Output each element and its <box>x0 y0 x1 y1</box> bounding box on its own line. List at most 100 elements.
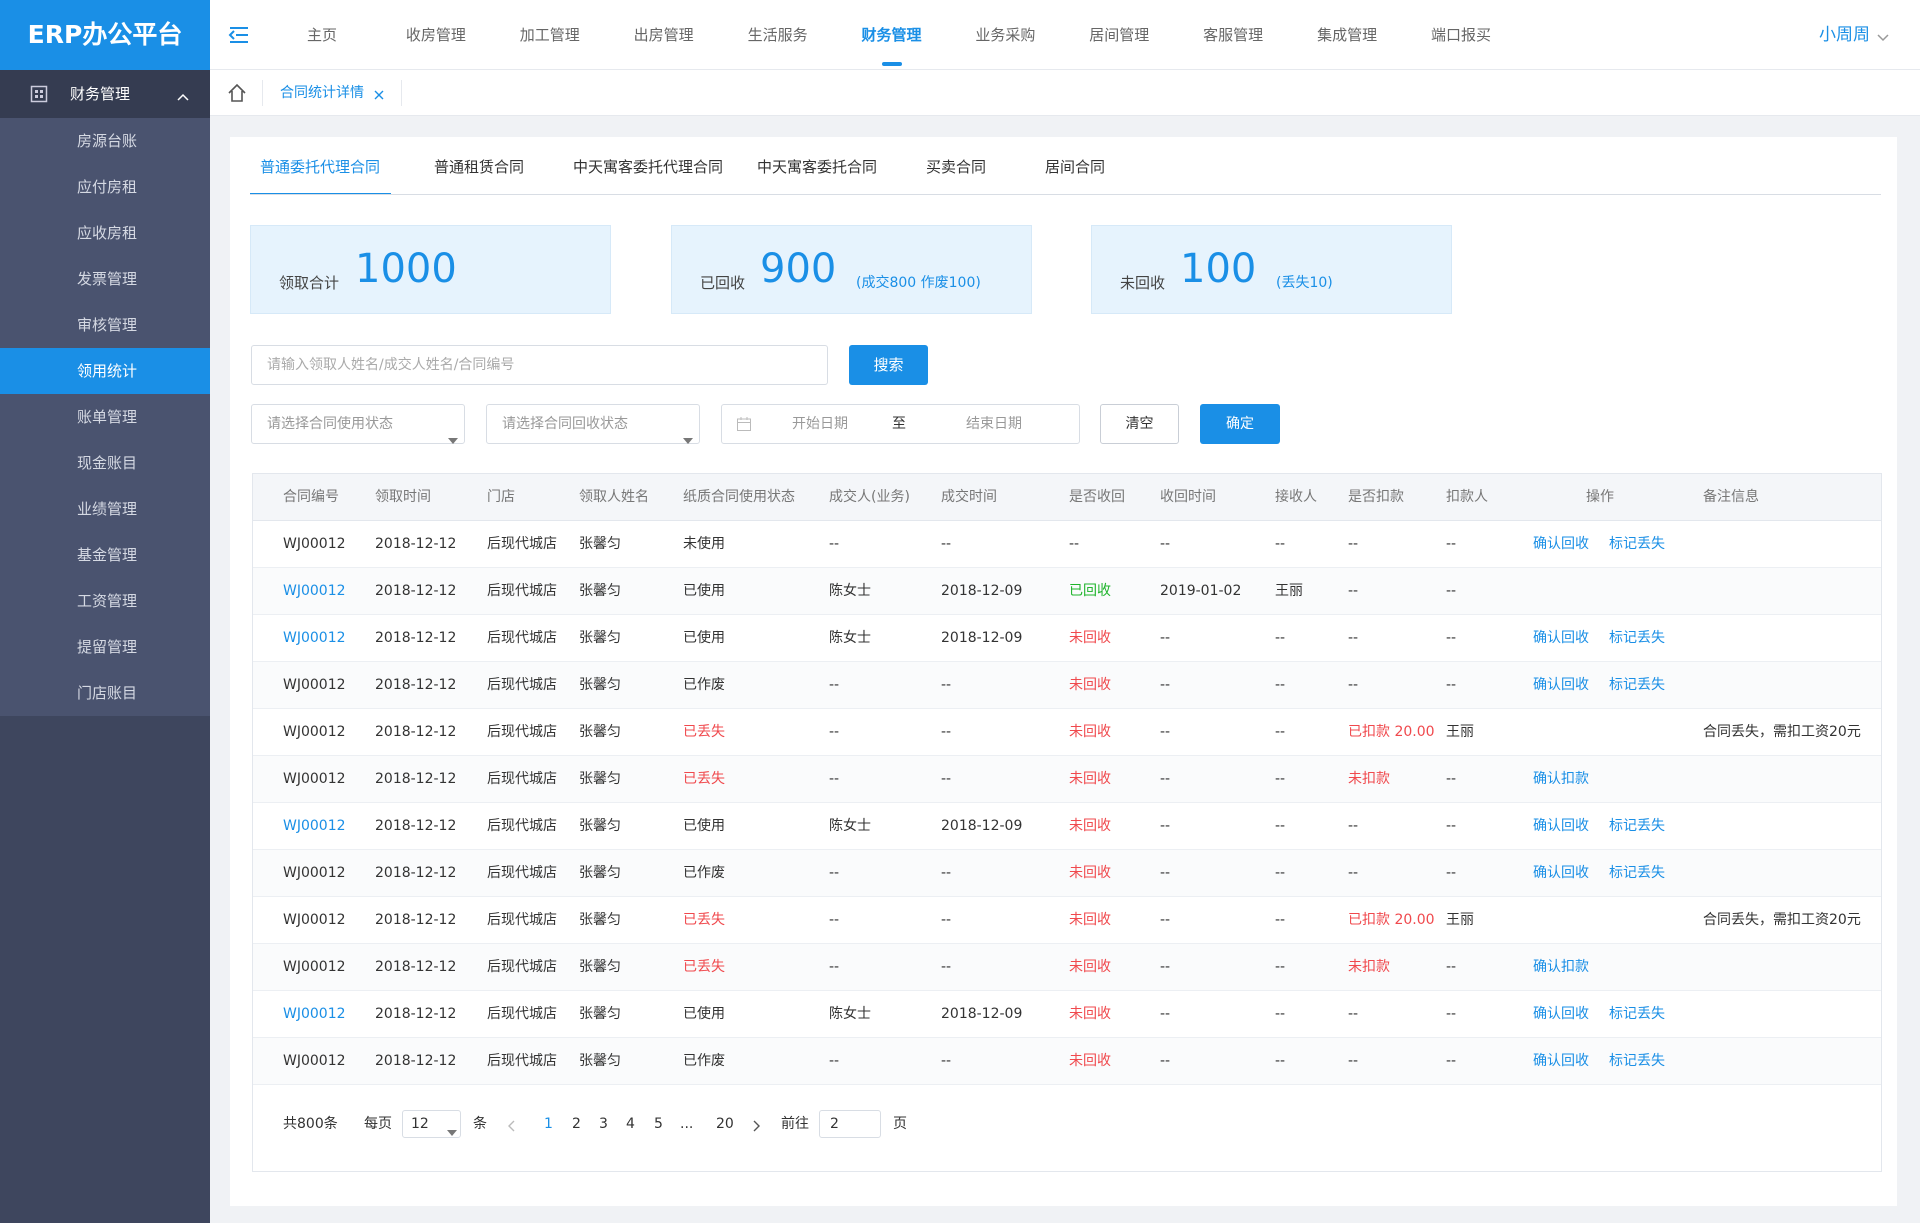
page-number[interactable]: 2 <box>572 1116 581 1132</box>
row-action[interactable]: 确认回收 <box>1533 677 1589 693</box>
nav-item[interactable]: 业务采购 <box>975 26 1036 44</box>
row-action[interactable]: 标记丢失 <box>1609 1006 1665 1022</box>
stat-label: 已回收 <box>700 274 746 292</box>
sidebar-item[interactable]: 提留管理 <box>0 624 210 670</box>
row-action[interactable]: 标记丢失 <box>1609 865 1665 881</box>
section-icon <box>30 85 48 103</box>
tab[interactable]: 居间合同 <box>1044 158 1105 176</box>
nav-item[interactable]: 加工管理 <box>519 26 580 44</box>
sidebar-item[interactable]: 应收房租 <box>0 210 210 256</box>
table-cell: -- <box>1446 677 1457 693</box>
user-name[interactable]: 小周周 <box>1819 25 1870 45</box>
filter-select[interactable]: 请选择合同使用状态 <box>251 404 465 444</box>
sidebar-item[interactable]: 领用统计 <box>0 348 210 394</box>
table-cell: -- <box>1275 677 1286 693</box>
table-cell: 已扣款 20.00 <box>1348 724 1435 740</box>
table-cell[interactable]: WJ00012 <box>283 1006 346 1022</box>
date-to: 至 <box>892 416 906 432</box>
table-cell: 未回收 <box>1069 1053 1111 1069</box>
table-cell: 未回收 <box>1069 677 1111 693</box>
row-action[interactable]: 确认回收 <box>1533 630 1589 646</box>
table-cell: -- <box>1446 583 1457 599</box>
sidebar-item[interactable]: 房源台账 <box>0 118 210 164</box>
table-cell[interactable]: WJ00012 <box>283 583 346 599</box>
goto-value: 2 <box>830 1116 839 1132</box>
nav-item[interactable]: 居间管理 <box>1089 26 1150 44</box>
sidebar-item[interactable]: 现金账目 <box>0 440 210 486</box>
row-action[interactable]: 确认回收 <box>1533 865 1589 881</box>
table-cell[interactable]: WJ00012 <box>283 630 346 646</box>
table-cell: -- <box>1446 818 1457 834</box>
table-row: WJ00012 2018-12-12 后现代城店 张馨匀 已作废 -- -- 未回收 -- -- -… <box>253 662 1881 709</box>
sidebar-item[interactable]: 应付房租 <box>0 164 210 210</box>
breadcrumb-tab[interactable]: 合同统计详情 <box>280 85 364 101</box>
table-cell: -- <box>1160 536 1171 552</box>
row-action[interactable]: 标记丢失 <box>1609 677 1665 693</box>
clear-button[interactable]: 清空 <box>1100 404 1179 444</box>
page-number[interactable]: ... <box>680 1116 694 1132</box>
nav-item[interactable]: 生活服务 <box>747 26 808 44</box>
row-action[interactable]: 确认回收 <box>1533 1053 1589 1069</box>
stat-note: (成交800 作废100) <box>856 275 981 291</box>
confirm-button[interactable]: 确定 <box>1200 404 1280 444</box>
date-range[interactable]: 开始日期 至 结束日期 <box>721 404 1080 444</box>
row-action[interactable]: 标记丢失 <box>1609 1053 1665 1069</box>
table-cell: -- <box>829 724 840 740</box>
tab[interactable]: 中天寓客委托合同 <box>756 158 877 176</box>
table-cell: 张馨匀 <box>579 865 621 881</box>
nav-item[interactable]: 财务管理 <box>861 26 922 44</box>
per-page-value: 12 <box>411 1116 429 1132</box>
sidebar-item[interactable]: 门店账目 <box>0 670 210 716</box>
table-cell: -- <box>1446 536 1457 552</box>
table-cell: 2018-12-09 <box>941 818 1023 834</box>
table-cell[interactable]: WJ00012 <box>283 818 346 834</box>
tab[interactable]: 买卖合同 <box>925 158 986 176</box>
table-cell: -- <box>941 865 952 881</box>
sidebar-item[interactable]: 发票管理 <box>0 256 210 302</box>
per-page-select[interactable]: 12 <box>402 1110 461 1138</box>
row-action[interactable]: 确认回收 <box>1533 818 1589 834</box>
table-cell: WJ00012 <box>283 959 346 975</box>
sidebar-item[interactable]: 审核管理 <box>0 302 210 348</box>
table-cell: -- <box>1160 912 1171 928</box>
page-total: 共800条 <box>283 1116 338 1132</box>
table-row: WJ00012 2018-12-12 后现代城店 张馨匀 已丢失 -- -- 未回收 -- -- 未… <box>253 944 1881 991</box>
page-number[interactable]: 5 <box>654 1116 663 1132</box>
filter-select[interactable]: 请选择合同回收状态 <box>486 404 700 444</box>
sidebar-item[interactable]: 业绩管理 <box>0 486 210 532</box>
nav-item[interactable]: 收房管理 <box>405 26 466 44</box>
tab[interactable]: 普通委托代理合同 <box>259 158 380 176</box>
table-cell: -- <box>1160 630 1171 646</box>
table-cell: 2018-12-09 <box>941 1006 1023 1022</box>
row-action[interactable]: 确认回收 <box>1533 536 1589 552</box>
sidebar-section[interactable]: 财务管理 <box>70 85 131 103</box>
page-number[interactable]: 4 <box>626 1116 635 1132</box>
page-number[interactable]: 20 <box>716 1116 734 1132</box>
row-action[interactable]: 标记丢失 <box>1609 536 1665 552</box>
search-input[interactable]: 请输入领取人姓名/成交人姓名/合同编号 <box>251 345 828 385</box>
page-number[interactable]: 3 <box>599 1116 608 1132</box>
table-cell: -- <box>1160 724 1171 740</box>
row-action[interactable]: 确认扣款 <box>1533 959 1589 975</box>
nav-item[interactable]: 主页 <box>306 26 337 44</box>
row-action[interactable]: 标记丢失 <box>1609 818 1665 834</box>
page-number[interactable]: 1 <box>544 1116 553 1132</box>
tab[interactable]: 中天寓客委托代理合同 <box>572 158 723 176</box>
sidebar-section-bg <box>0 70 210 118</box>
table-cell: -- <box>1446 630 1457 646</box>
search-button[interactable]: 搜索 <box>849 345 928 385</box>
row-action[interactable]: 确认扣款 <box>1533 771 1589 787</box>
row-action[interactable]: 标记丢失 <box>1609 630 1665 646</box>
nav-item[interactable]: 出房管理 <box>633 26 694 44</box>
row-action[interactable]: 确认回收 <box>1533 1006 1589 1022</box>
per-page-label: 每页 <box>364 1116 392 1132</box>
nav-item[interactable]: 端口报买 <box>1430 26 1491 44</box>
breadcrumb-divider <box>401 80 402 106</box>
sidebar-item[interactable]: 工资管理 <box>0 578 210 624</box>
goto-input[interactable]: 2 <box>819 1110 881 1138</box>
nav-item[interactable]: 集成管理 <box>1317 26 1378 44</box>
sidebar-item[interactable]: 基金管理 <box>0 532 210 578</box>
sidebar-item[interactable]: 账单管理 <box>0 394 210 440</box>
nav-item[interactable]: 客服管理 <box>1203 26 1264 44</box>
tab[interactable]: 普通租赁合同 <box>433 158 524 176</box>
